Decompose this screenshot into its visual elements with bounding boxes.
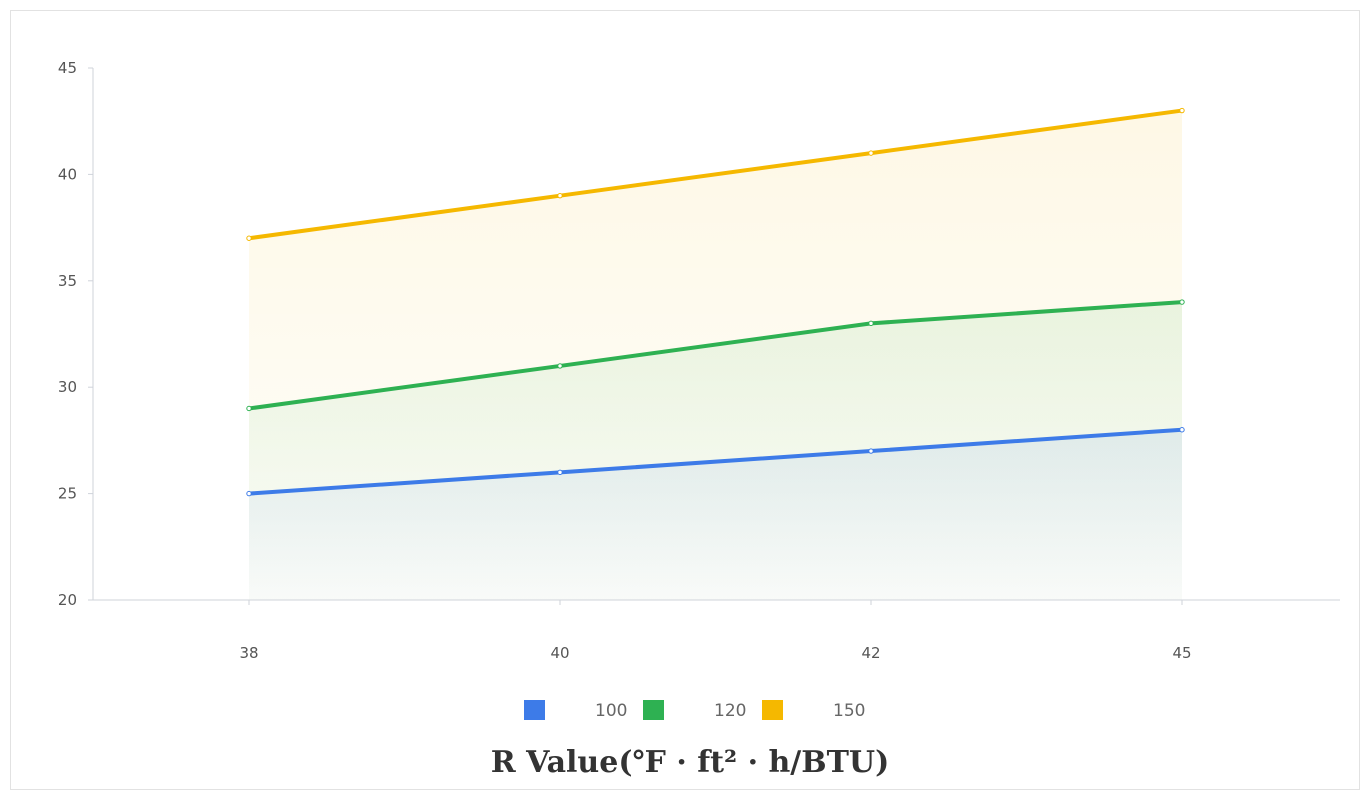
series-point-120 [557,363,563,369]
series-point-100 [557,469,563,476]
series-point-100 [246,490,252,497]
legend-label-150[interactable]: 150 [833,701,865,721]
legend: 100 120 150 [524,700,865,721]
y-tick-label: 20 [58,591,77,609]
legend-label-120[interactable]: 120 [714,701,746,721]
series-line-150 [247,108,1184,241]
series-point-150 [868,150,874,156]
y-tick-label: 45 [58,59,77,77]
series-point-120 [1179,299,1185,305]
series-point-150 [1179,107,1185,114]
legend-swatch-150[interactable] [762,700,783,720]
x-tick-label: 42 [861,644,880,662]
x-axis-label: R Value(℉ · ft² · h/BTU) [491,745,890,780]
series-point-150 [557,192,563,199]
series-point-100 [868,448,874,454]
series-point-120 [868,320,874,327]
series-point-150 [246,235,252,241]
series-line-100 [247,427,1184,496]
x-tick-label: 38 [239,644,258,662]
y-tick-label: 30 [58,378,77,396]
series-area-100 [249,429,1182,600]
legend-swatch-100[interactable] [524,700,545,720]
series-line-120 [247,300,1184,411]
axes [88,67,1340,605]
series-lines [246,107,1185,497]
y-tick-label: 40 [58,165,77,183]
series-point-120 [246,405,252,412]
series-areas [249,110,1182,600]
tick-labels: 20 25 30 35 40 45 38 40 42 45 [58,59,1192,662]
y-tick-label: 35 [58,272,77,290]
legend-swatch-120[interactable] [643,700,664,720]
legend-label-100[interactable]: 100 [595,701,627,721]
x-tick-label: 45 [1172,644,1191,662]
y-tick-label: 25 [58,485,77,503]
series-point-100 [1179,427,1185,433]
x-tick-label: 40 [550,644,569,662]
